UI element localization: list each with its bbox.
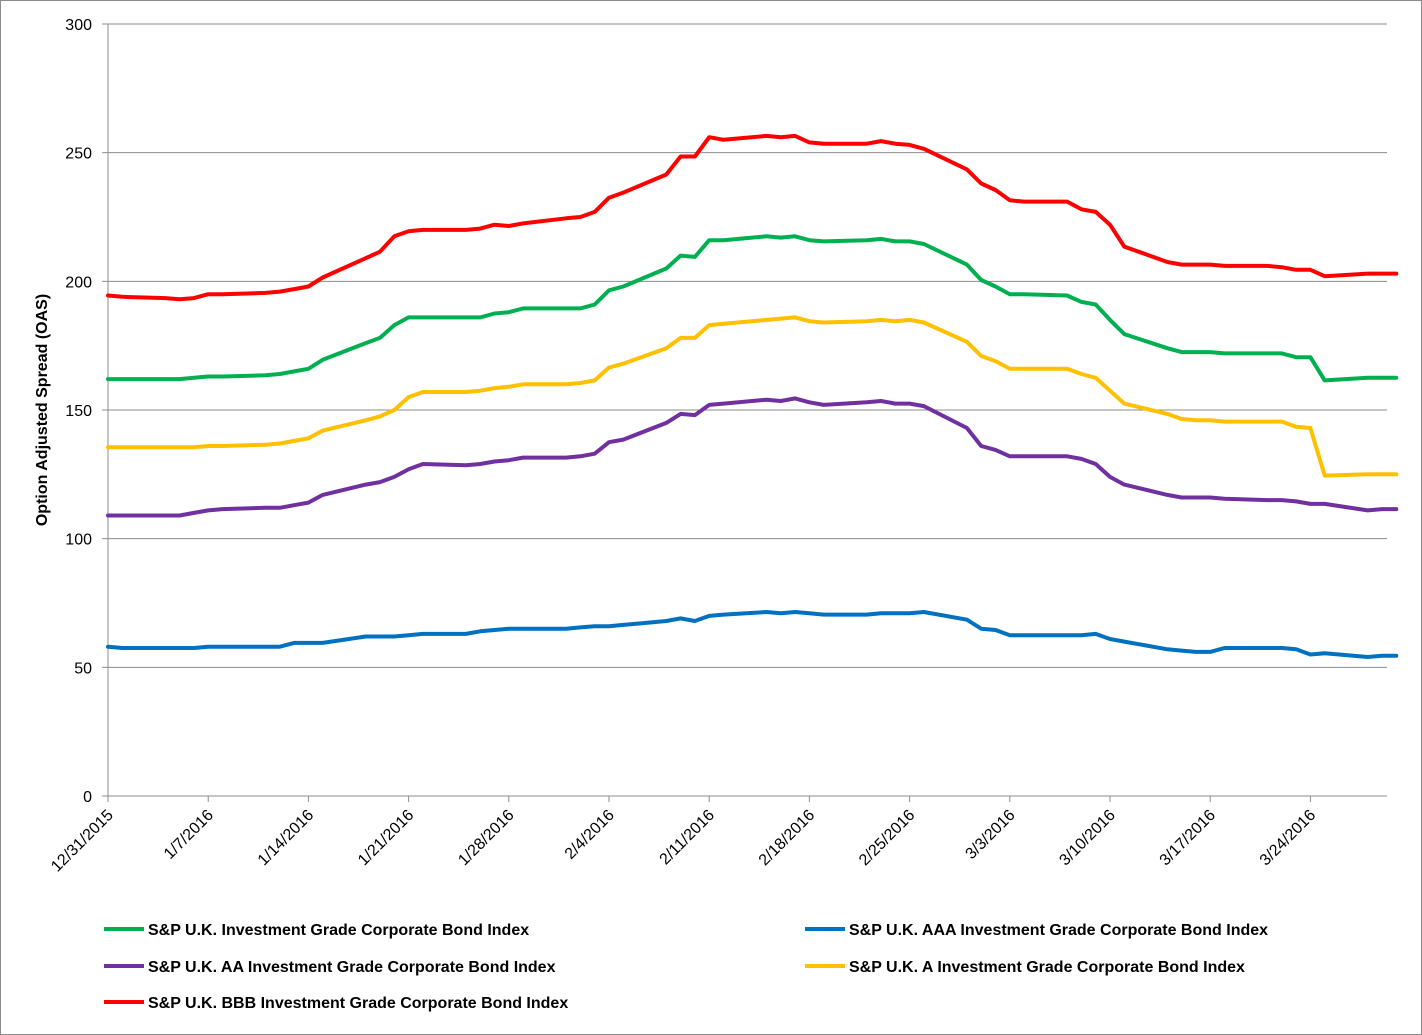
series-line	[106, 315, 1399, 478]
series-line	[106, 234, 1399, 383]
legend-label: S&P U.K. AAA Investment Grade Corporate …	[849, 922, 1268, 939]
y-tick-label: 200	[65, 274, 92, 291]
legend-label: S&P U.K. Investment Grade Corporate Bond…	[148, 922, 529, 939]
y-tick-label: 250	[65, 146, 92, 163]
gridlines	[108, 23, 1387, 668]
series-lines	[106, 133, 1399, 659]
x-tick-label: 1/28/2016	[455, 807, 517, 869]
x-tick-label: 12/31/2015	[48, 807, 117, 876]
x-tick-label: 1/21/2016	[355, 807, 417, 869]
y-tick-label: 150	[65, 403, 92, 420]
y-axis-title: Option Adjusted Spread (OAS)	[34, 294, 51, 526]
y-tick-label: 0	[83, 789, 92, 806]
x-tick-label: 1/14/2016	[255, 807, 317, 869]
x-tick-label: 3/24/2016	[1257, 807, 1319, 869]
legend-label: S&P U.K. BBB Investment Grade Corporate …	[148, 995, 568, 1012]
series-line	[106, 396, 1399, 518]
x-tick-label: 3/10/2016	[1056, 807, 1118, 869]
legend-label: S&P U.K. A Investment Grade Corporate Bo…	[849, 959, 1245, 976]
y-tick-label: 100	[65, 532, 92, 549]
legend: S&P U.K. Investment Grade Corporate Bond…	[104, 922, 1268, 1012]
x-tick-label: 2/11/2016	[657, 807, 719, 869]
series-line	[106, 610, 1399, 659]
axes	[102, 23, 1387, 802]
x-tick-label: 3/17/2016	[1157, 807, 1219, 869]
y-tick-labels: 0 50 100 150 200 250 300	[65, 17, 92, 806]
y-tick-label: 50	[74, 660, 92, 677]
y-tick-label: 300	[65, 17, 92, 34]
series-line	[106, 133, 1399, 302]
legend-label: S&P U.K. AA Investment Grade Corporate B…	[148, 959, 556, 976]
x-tick-label: 2/18/2016	[756, 807, 818, 869]
x-tick-labels: 12/31/2015 1/7/2016 1/14/2016 1/21/2016 1/28…	[48, 807, 1319, 876]
x-tick-label: 1/7/2016	[161, 807, 217, 863]
x-tick-label: 2/4/2016	[562, 807, 618, 863]
x-tick-label: 2/25/2016	[856, 807, 918, 869]
x-tick-label: 3/3/2016	[963, 807, 1019, 863]
